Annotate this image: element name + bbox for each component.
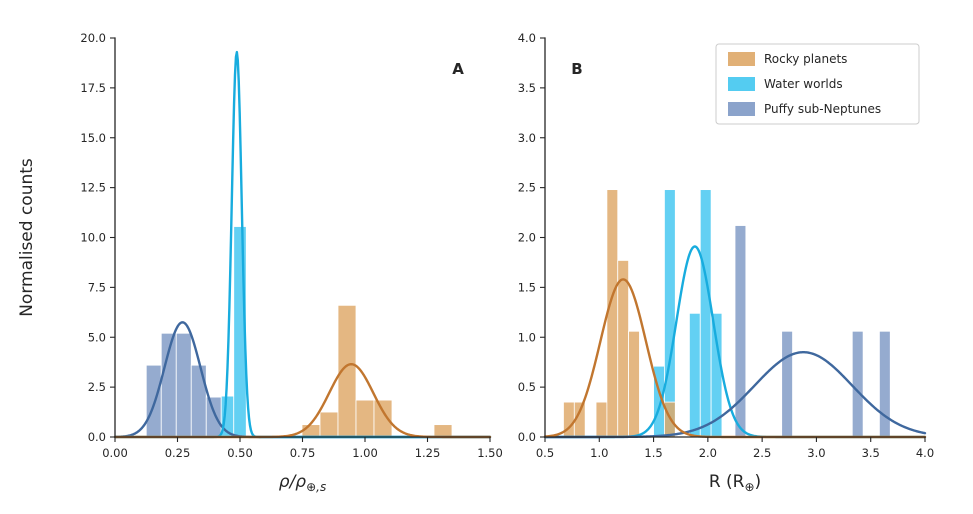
y-tick-label: 2.5: [518, 181, 536, 195]
y-tick-label: 1.5: [518, 280, 536, 294]
x-tick-label: 4.0: [916, 446, 934, 460]
y-tick-label: 4.0: [518, 31, 536, 45]
x-tick-label: 0.25: [165, 446, 191, 460]
y-tick-label: 5.0: [88, 330, 106, 344]
y-tick-label: 3.5: [518, 81, 536, 95]
x-tick-label: 1.5: [644, 446, 662, 460]
panel-label-b: B: [571, 60, 582, 78]
panel-a: 0.00 0.25 0.50 0.75 1.00 1.25 1.50 0.0 2.5 5.0 7.5…: [80, 31, 502, 494]
x-tick-label: 0.75: [290, 446, 316, 460]
x-tick-label: 1.0: [590, 446, 608, 460]
panel-b: 0.5 1.0 1.5 2.0 2.5 3.0 3.5 4.00.00.51.01.52.02…: [518, 31, 934, 494]
y-tick-label: 0.0: [88, 430, 106, 444]
x-tick-label: 2.0: [699, 446, 717, 460]
x-tick-label: 3.5: [862, 446, 880, 460]
x-tick-label: 0.5: [536, 446, 554, 460]
puffy-histogram-bar: [205, 396, 222, 438]
puffy-histogram-bar: [879, 330, 891, 438]
y-tick-label: 15.0: [80, 131, 106, 145]
y-tick-label: 17.5: [80, 81, 106, 95]
y-tick-label: 2.0: [518, 231, 536, 245]
y-tick-label: 3.0: [518, 131, 536, 145]
puffy-histogram-bar: [781, 330, 793, 438]
x-tick-label: 0.00: [102, 446, 128, 460]
puffy-histogram-bar: [190, 364, 207, 438]
y-tick-label: 7.5: [88, 280, 106, 294]
y-axis-label: Normalised counts: [17, 158, 37, 317]
water-histogram-bar: [699, 189, 712, 438]
y-tick-label: 0.0: [518, 430, 536, 444]
x-tick-label: 3.0: [807, 446, 825, 460]
water-histogram-bar: [664, 189, 676, 438]
water-histogram-bar: [689, 312, 701, 438]
x-axis-label: R (R⊕): [709, 472, 761, 494]
x-tick-label: 2.5: [753, 446, 771, 460]
puffy-histogram-bar: [851, 330, 864, 438]
puffy-histogram-bar: [145, 364, 162, 438]
x-tick-label: 1.25: [415, 446, 441, 460]
y-tick-label: 12.5: [80, 181, 106, 195]
rocky-histogram-bar: [355, 399, 375, 438]
x-axis-label: ρ/ρ⊕,s: [279, 472, 326, 494]
legend-box: [715, 43, 920, 125]
y-tick-label: 20.0: [80, 31, 106, 45]
y-tick-label: 10.0: [80, 231, 106, 245]
panel-label-a: A: [452, 60, 464, 78]
legend-swatch-puffy: [728, 102, 755, 116]
y-tick-label: 0.5: [518, 380, 536, 394]
legend-label-water: Water worlds: [764, 77, 843, 91]
y-tick-label: 2.5: [88, 380, 106, 394]
legend-label-rocky: Rocky planets: [764, 52, 847, 66]
rocky-histogram-bar: [595, 401, 608, 438]
x-tick-label: 1.50: [477, 446, 503, 460]
rocky-histogram-bar: [319, 411, 339, 438]
legend-swatch-water: [728, 77, 755, 91]
legend: Rocky planets Water worlds Puffy sub-Neptu…: [715, 43, 920, 125]
rocky-histogram-bar: [617, 260, 629, 438]
rocky-histogram-bar: [301, 424, 321, 438]
x-tick-label: 1.00: [352, 446, 378, 460]
legend-swatch-rocky: [728, 52, 755, 66]
y-tick-label: 1.0: [518, 330, 536, 344]
rocky-histogram-bar: [628, 330, 640, 438]
rocky-histogram-bar: [373, 399, 393, 438]
puffy-histogram-bar: [175, 332, 192, 438]
x-tick-label: 0.50: [227, 446, 253, 460]
rocky-histogram-bar: [433, 424, 453, 438]
legend-label-puffy: Puffy sub-Neptunes: [764, 102, 881, 116]
